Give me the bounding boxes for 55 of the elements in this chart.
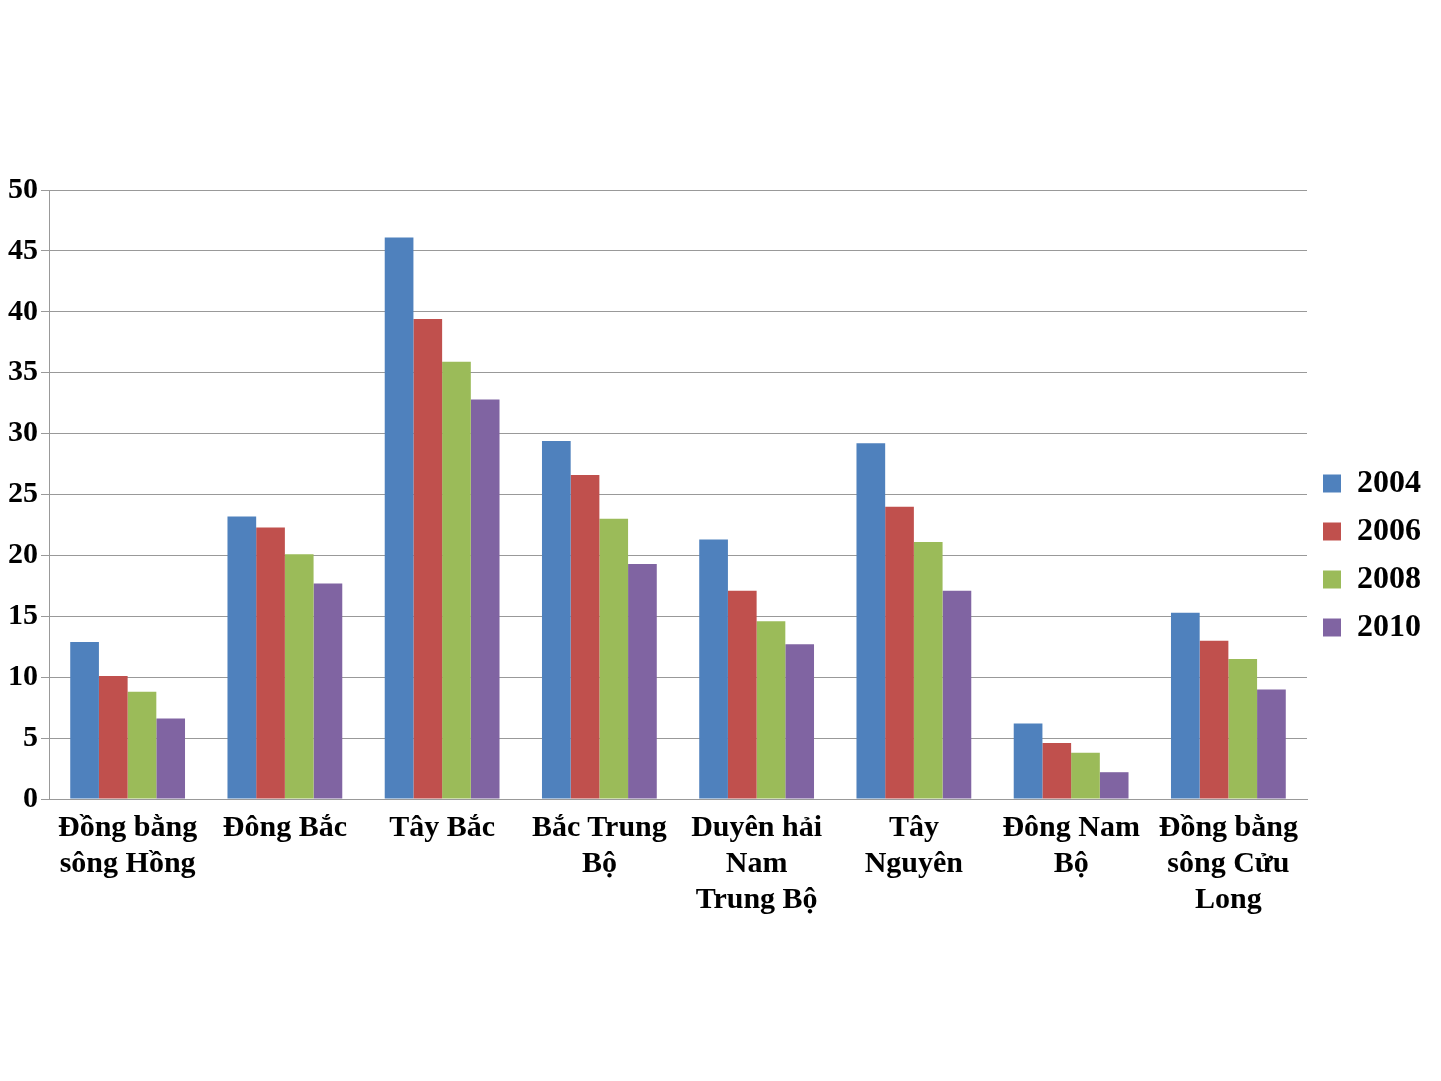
bar [227, 516, 257, 799]
y-tick-label: 15 [8, 597, 38, 631]
y-tick-label: 40 [8, 292, 38, 326]
bar [727, 590, 757, 799]
bar [156, 718, 186, 799]
legend-label: 2004 [1357, 462, 1421, 499]
bar [313, 583, 343, 799]
bar [442, 361, 471, 799]
bar [1013, 723, 1043, 799]
y-tick-label: 35 [8, 353, 38, 387]
y-tick-label: 5 [23, 718, 38, 752]
bar [699, 539, 728, 799]
legend-label: 2006 [1357, 510, 1421, 547]
bar [284, 554, 314, 799]
bar [1099, 772, 1129, 799]
bar [1170, 612, 1200, 799]
legend-label: 2010 [1357, 606, 1421, 643]
y-tick-label: 45 [8, 231, 38, 265]
bar [1257, 689, 1286, 799]
bar [127, 691, 157, 799]
bar [1071, 752, 1100, 799]
bar [856, 443, 886, 799]
bar [256, 527, 285, 799]
legend-label: 2008 [1357, 558, 1421, 595]
bar [1199, 640, 1229, 799]
bar [70, 641, 99, 799]
x-tick-label: Đông Nam Bộ [1002, 808, 1140, 878]
y-tick-label: 50 [8, 170, 38, 204]
bar [98, 675, 128, 799]
x-tick-label: Đồng bằng sông Hồng [58, 808, 198, 878]
bar [885, 506, 914, 799]
bar [1042, 742, 1072, 799]
bar [1228, 658, 1258, 799]
bar [756, 621, 786, 799]
x-tick-label: Tây Bắc [389, 808, 496, 842]
bar [599, 518, 629, 799]
bar [628, 563, 657, 799]
y-tick-label: 30 [8, 414, 38, 448]
bar [570, 475, 600, 799]
y-tick-label: 10 [8, 657, 38, 691]
x-tick-label: Bắc Trung Bộ [531, 808, 667, 878]
bar [470, 399, 500, 799]
bar [942, 590, 972, 799]
x-tick-label: Đông Bắc [222, 808, 347, 842]
bar [413, 319, 443, 799]
y-tick-label: 20 [8, 536, 38, 570]
x-tick-label: Duyên hải Nam Trung Bộ [691, 808, 823, 914]
bar [785, 644, 815, 799]
y-tick-label: 0 [23, 779, 38, 813]
x-tick-label: Đồng bằng sông Cửu Long [1158, 808, 1298, 914]
x-tick-label: Tây Nguyên [864, 808, 964, 878]
bar [913, 542, 943, 799]
y-tick-label: 25 [8, 475, 38, 509]
bar [541, 440, 571, 799]
bar [384, 237, 414, 799]
